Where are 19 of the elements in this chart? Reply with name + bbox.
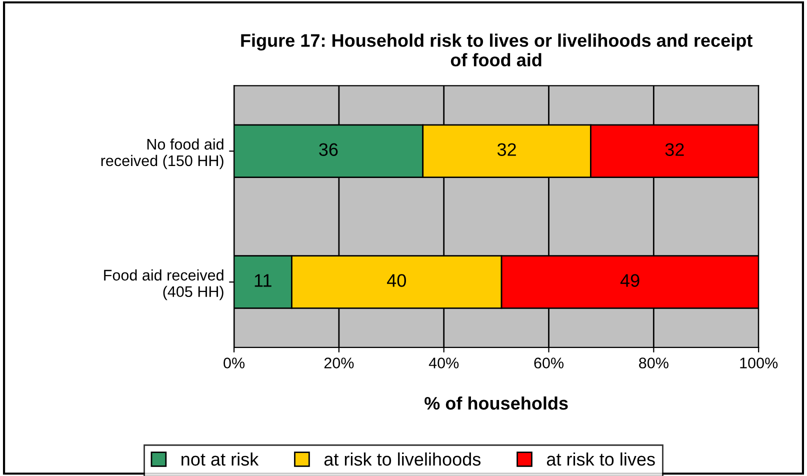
chart-title: Figure 17: Household risk to lives or livelihoods and receipt of food aid <box>241 34 752 66</box>
x-axis-title: % of households <box>424 396 568 410</box>
x-tick-label: 0% <box>224 358 245 368</box>
x-tick-label: 20% <box>324 358 354 368</box>
y-tick-label: Food aid received (405 HH) <box>104 269 224 300</box>
legend-label: not at risk <box>182 452 259 466</box>
legend-label: at risk to lives <box>546 452 655 466</box>
y-tick-label: No food aid received (150 HH) <box>101 138 224 170</box>
data-label: 40 <box>387 274 406 287</box>
data-label: 36 <box>319 143 338 156</box>
x-tick-label: 80% <box>639 358 668 368</box>
data-label: 32 <box>497 143 516 156</box>
data-label: 11 <box>254 274 272 287</box>
x-tick-label: 40% <box>428 358 459 368</box>
data-label: 49 <box>620 274 640 287</box>
x-tick-label: 100% <box>740 358 778 368</box>
legend-label: at risk to livelihoods <box>324 452 481 466</box>
data-label: 32 <box>665 143 684 156</box>
x-tick-label: 60% <box>534 358 564 368</box>
